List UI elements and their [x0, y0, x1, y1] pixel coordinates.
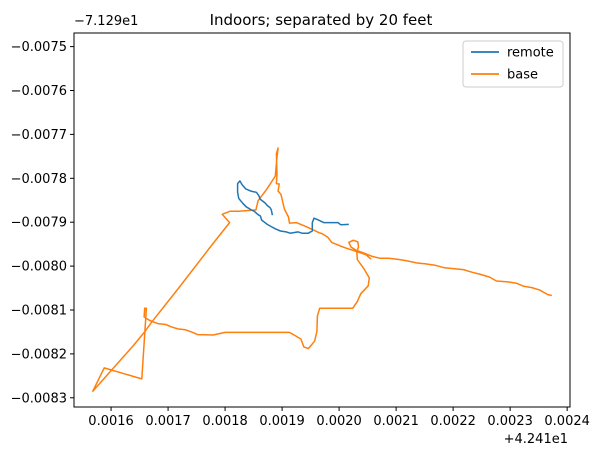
- legend-label-remote: remote: [507, 46, 554, 61]
- x-tick-label: 0.0018: [202, 414, 248, 429]
- x-tick-label: 0.0022: [430, 414, 476, 429]
- series-line-remote: [236, 180, 349, 234]
- y-tick-label: −0.0078: [11, 172, 67, 187]
- y-tick-label: −0.0075: [11, 40, 67, 55]
- y-tick-label: −0.0079: [11, 216, 67, 231]
- plot-area: [92, 147, 552, 392]
- x-tick-label: 0.0020: [316, 414, 362, 429]
- x-axis: 0.0016 0.0017 0.0018 0.0019 0.0020 0.0021 0.00…: [88, 407, 590, 429]
- x-offset-label: +4.241e1: [504, 432, 568, 447]
- y-tick-label: −0.0076: [11, 84, 67, 99]
- axes-frame: [73, 32, 571, 408]
- x-tick-label: 0.0021: [373, 414, 419, 429]
- y-tick-label: −0.0077: [11, 128, 67, 143]
- y-tick-label: −0.0081: [11, 303, 67, 318]
- y-tick-label: −0.0080: [11, 260, 67, 275]
- x-tick-label: 0.0016: [88, 414, 134, 429]
- y-offset-label: −7.129e1: [74, 14, 138, 29]
- x-tick-label: 0.0024: [544, 414, 590, 429]
- y-axis: −0.0075 −0.0076 −0.0077 −0.0078 −0.0079 −0.00…: [11, 40, 74, 406]
- y-tick-label: −0.0082: [11, 347, 67, 362]
- legend: remote base: [462, 40, 564, 88]
- legend-label-base: base: [507, 68, 538, 83]
- x-tick-label: 0.0023: [487, 414, 533, 429]
- x-tick-label: 0.0017: [145, 414, 191, 429]
- y-tick-label: −0.0083: [11, 391, 67, 406]
- series-line-base: [92, 147, 552, 392]
- chart-title: Indoors; separated by 20 feet: [210, 11, 433, 29]
- x-tick-label: 0.0019: [259, 414, 305, 429]
